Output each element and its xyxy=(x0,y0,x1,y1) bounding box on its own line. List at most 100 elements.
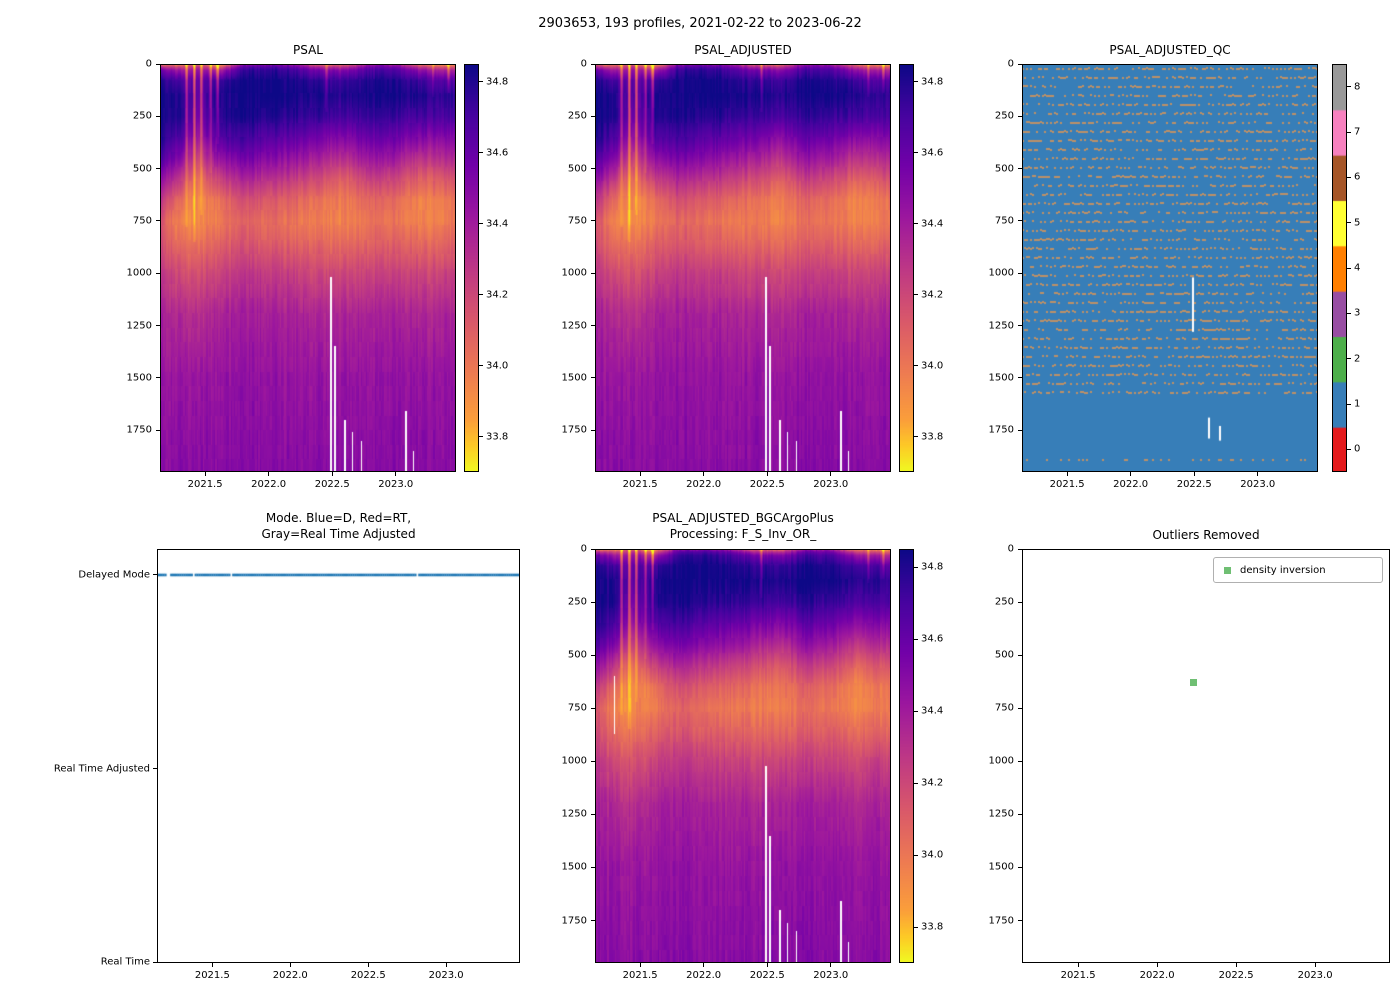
tick-mark xyxy=(1018,866,1022,868)
x-tick-label: 2022.5 xyxy=(749,479,785,490)
qc-colorbar xyxy=(1332,64,1347,472)
tick-mark xyxy=(914,152,918,154)
tick-mark xyxy=(1156,963,1158,967)
qc-colorbar-tick-label: 7 xyxy=(1354,126,1361,138)
x-tick-label: 2023.0 xyxy=(813,970,849,981)
tick-mark xyxy=(1066,472,1068,476)
y-tick-label: 750 xyxy=(567,702,587,714)
tick-mark xyxy=(914,710,918,712)
tick-mark xyxy=(156,220,160,222)
x-tick-label: 2021.5 xyxy=(1049,479,1085,490)
y-tick-label: 500 xyxy=(994,163,1014,175)
x-tick-label: 2022.0 xyxy=(1139,970,1175,981)
tick-mark xyxy=(1347,358,1351,360)
bgc-title-line2: Processing: F_S_Inv_OR_ xyxy=(669,526,817,541)
tick-mark xyxy=(1018,707,1022,709)
tick-mark xyxy=(204,472,206,476)
y-tick-label: 1500 xyxy=(988,861,1014,873)
psal-colorbar xyxy=(464,64,479,472)
qc-colorbar-tick-label: 5 xyxy=(1354,217,1361,229)
x-tick-label: 2022.5 xyxy=(350,970,386,981)
colorbar-tick-label: 34.8 xyxy=(921,76,944,88)
tick-mark xyxy=(1193,472,1195,476)
y-tick-label: 750 xyxy=(132,215,152,227)
tick-mark xyxy=(766,472,768,476)
tick-mark xyxy=(591,760,595,762)
y-tick-label: 1750 xyxy=(988,915,1014,927)
tick-mark xyxy=(830,963,832,967)
y-tick-label: 0 xyxy=(1007,58,1014,70)
tick-mark xyxy=(1235,963,1237,967)
y-tick-label: 500 xyxy=(994,649,1014,661)
x-tick-label: 2022.0 xyxy=(272,970,308,981)
x-tick-label: 2021.5 xyxy=(194,970,230,981)
tick-mark xyxy=(1347,448,1351,450)
tick-mark xyxy=(591,272,595,274)
tick-mark xyxy=(367,963,369,967)
tick-mark xyxy=(766,963,768,967)
tick-mark xyxy=(1018,168,1022,170)
y-tick-label: 250 xyxy=(994,110,1014,122)
colorbar-tick-label: 34.6 xyxy=(486,147,509,159)
colorbar-tick-label: 34.6 xyxy=(921,147,944,159)
y-tick-label: 1750 xyxy=(561,915,587,927)
tick-mark xyxy=(156,429,160,431)
tick-mark xyxy=(591,377,595,379)
x-tick-label: 2021.5 xyxy=(187,479,223,490)
qc-title: PSAL_ADJUSTED_QC xyxy=(1022,43,1318,59)
tick-mark xyxy=(914,294,918,296)
x-tick-label: 2023.0 xyxy=(1297,970,1333,981)
y-tick-label: 750 xyxy=(994,702,1014,714)
tick-mark xyxy=(1018,220,1022,222)
y-tick-label: 250 xyxy=(567,110,587,122)
x-tick-label: 2021.5 xyxy=(622,970,658,981)
bgc-title: PSAL_ADJUSTED_BGCArgoPlus Processing: F_… xyxy=(595,511,891,542)
y-tick-label: 1500 xyxy=(561,861,587,873)
psal-adjusted-title-text: PSAL_ADJUSTED xyxy=(694,43,792,57)
psal-adjusted-heatmap xyxy=(595,64,891,472)
y-tick-label: 1500 xyxy=(126,372,152,384)
tick-mark xyxy=(914,566,918,568)
x-tick-label: 2023.0 xyxy=(1240,479,1276,490)
tick-mark xyxy=(1018,377,1022,379)
tick-mark xyxy=(479,294,483,296)
tick-mark xyxy=(479,81,483,83)
tick-mark xyxy=(914,782,918,784)
y-tick-label: 250 xyxy=(567,596,587,608)
tick-mark xyxy=(703,472,705,476)
tick-mark xyxy=(1347,86,1351,88)
y-tick-label: 1750 xyxy=(561,424,587,436)
psal-adjusted-title: PSAL_ADJUSTED xyxy=(595,43,891,59)
tick-mark xyxy=(331,472,333,476)
psal-adjusted-qc-heatmap xyxy=(1022,64,1318,472)
x-tick-label: 2023.0 xyxy=(428,970,464,981)
y-tick-label: 0 xyxy=(145,58,152,70)
psal-heatmap xyxy=(160,64,456,472)
y-tick-label: 750 xyxy=(994,215,1014,227)
mode-title: Mode. Blue=D, Red=RT, Gray=Real Time Adj… xyxy=(157,511,520,542)
tick-mark xyxy=(591,115,595,117)
outliers-title-text: Outliers Removed xyxy=(1152,528,1260,542)
tick-mark xyxy=(1018,760,1022,762)
tick-mark xyxy=(1018,63,1022,65)
colorbar-tick-label: 34.4 xyxy=(921,705,944,717)
psal-adjusted-colorbar xyxy=(899,64,914,472)
qc-colorbar-tick-label: 3 xyxy=(1354,307,1361,319)
figure-title: 2903653, 193 profiles, 2021-02-22 to 202… xyxy=(538,16,862,31)
tick-mark xyxy=(156,63,160,65)
tick-mark xyxy=(1018,272,1022,274)
mode-title-line1: Mode. Blue=D, Red=RT, xyxy=(265,511,412,525)
tick-mark xyxy=(153,574,157,576)
outliers-axes xyxy=(1022,549,1390,963)
colorbar-tick-label: 34.0 xyxy=(921,360,944,372)
tick-mark xyxy=(914,223,918,225)
colorbar-tick-label: 34.0 xyxy=(921,849,944,861)
qc-colorbar-tick-label: 6 xyxy=(1354,171,1361,183)
tick-mark xyxy=(914,926,918,928)
x-tick-label: 2022.0 xyxy=(1113,479,1149,490)
y-tick-label: 1750 xyxy=(988,424,1014,436)
tick-mark xyxy=(479,223,483,225)
tick-mark xyxy=(1018,325,1022,327)
tick-mark xyxy=(156,325,160,327)
bgc-colorbar xyxy=(899,549,914,963)
